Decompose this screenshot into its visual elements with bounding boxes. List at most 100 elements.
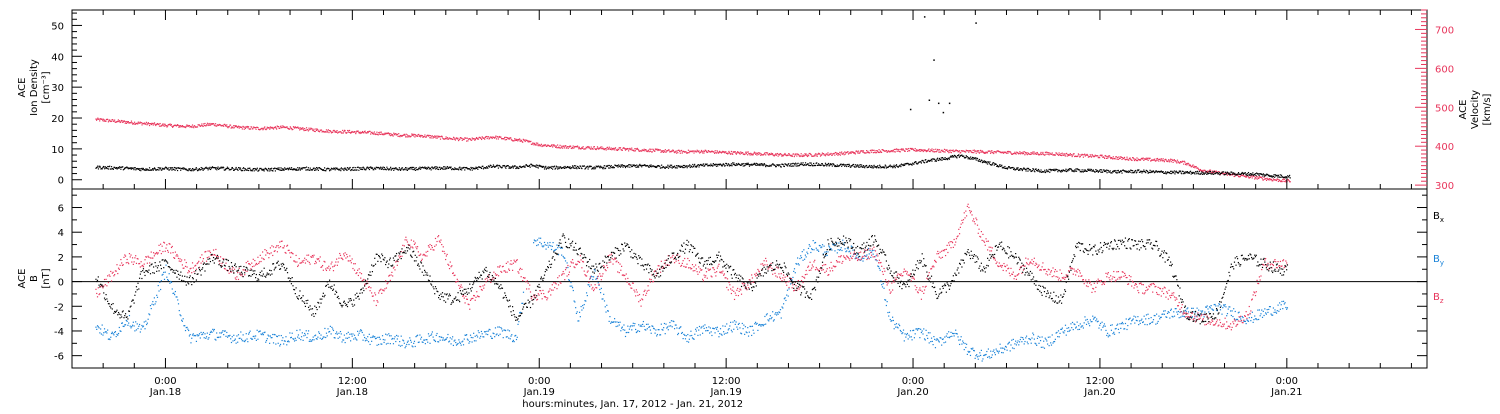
density-point (1049, 172, 1050, 173)
velocity-point (875, 152, 876, 153)
velocity-point (319, 131, 320, 132)
density-point (208, 169, 209, 170)
density-point (802, 164, 803, 165)
density-point (982, 162, 983, 163)
by-point (605, 306, 606, 307)
velocity-point (533, 144, 534, 145)
density-point (105, 166, 106, 167)
velocity-point (513, 140, 514, 141)
density-point (801, 162, 802, 163)
velocity-point (1073, 153, 1074, 154)
density-point (1165, 171, 1166, 172)
by-point (408, 340, 409, 341)
velocity-point (687, 152, 688, 153)
velocity-point (434, 137, 435, 138)
velocity-point (610, 149, 611, 150)
density-point (661, 165, 662, 166)
density-point (896, 164, 897, 165)
density-point (689, 164, 690, 165)
by-point (647, 328, 648, 329)
by-point (619, 322, 620, 323)
by-point (642, 324, 643, 325)
by-point (855, 257, 856, 258)
by-point (818, 251, 819, 252)
density-point (574, 168, 575, 169)
density-point (536, 164, 537, 165)
velocity-point (1131, 160, 1132, 161)
by-point (215, 339, 216, 340)
density-point (346, 170, 347, 171)
density-point (244, 170, 245, 171)
velocity-point (522, 142, 523, 143)
by-point (95, 327, 96, 328)
velocity-point (159, 126, 160, 127)
by-point (301, 336, 302, 337)
by-point (885, 300, 886, 301)
by-point (406, 344, 407, 345)
density-point (131, 168, 132, 169)
by-point (783, 303, 784, 304)
velocity-point (371, 132, 372, 133)
velocity-point (1107, 158, 1108, 159)
by-point (614, 318, 615, 319)
velocity-point (306, 127, 307, 128)
by-point (327, 328, 328, 329)
by-point (760, 326, 761, 327)
velocity-point (990, 153, 991, 154)
velocity-point (405, 136, 406, 137)
velocity-point (678, 150, 679, 151)
density-point (340, 170, 341, 171)
by-point (690, 331, 691, 332)
by-point (446, 338, 447, 339)
density-point (417, 169, 418, 170)
velocity-point (1077, 155, 1078, 156)
density-point (419, 167, 420, 168)
density-point (341, 167, 342, 168)
by-point (359, 331, 360, 332)
velocity-point (680, 153, 681, 154)
by-point (107, 330, 108, 331)
velocity-point (1117, 157, 1118, 158)
density-point (435, 168, 436, 169)
by-point (862, 260, 863, 261)
density-point (846, 166, 847, 167)
density-point (900, 166, 901, 167)
density-point (509, 166, 510, 167)
density-point (289, 167, 290, 168)
by-point (325, 337, 326, 338)
by-point (750, 326, 751, 327)
velocity-point (317, 129, 318, 130)
velocity-point (561, 147, 562, 148)
velocity-point (804, 153, 805, 154)
by-point (680, 326, 681, 327)
velocity-point (500, 137, 501, 138)
velocity-point (505, 137, 506, 138)
velocity-point (456, 137, 457, 138)
by-point (222, 332, 223, 333)
density-point (1032, 170, 1033, 171)
density-point (1135, 170, 1136, 171)
density-point (594, 167, 595, 168)
by-point (255, 335, 256, 336)
density-point (1190, 171, 1191, 172)
density-point (799, 165, 800, 166)
by-point (502, 330, 503, 331)
velocity-point (755, 154, 756, 155)
density-point (593, 167, 594, 168)
density-point (855, 164, 856, 165)
velocity-point (292, 129, 293, 130)
by-point (574, 301, 575, 302)
density-point (386, 169, 387, 170)
density-point (264, 170, 265, 171)
density-point (278, 169, 279, 170)
density-point (988, 162, 989, 163)
velocity-point (291, 128, 292, 129)
density-point (1074, 169, 1075, 170)
by-point (165, 272, 166, 273)
velocity-point (802, 156, 803, 157)
by-point (249, 332, 250, 333)
velocity-point (389, 133, 390, 134)
density-point (836, 166, 837, 167)
by-point (515, 335, 516, 336)
by-point (428, 333, 429, 334)
